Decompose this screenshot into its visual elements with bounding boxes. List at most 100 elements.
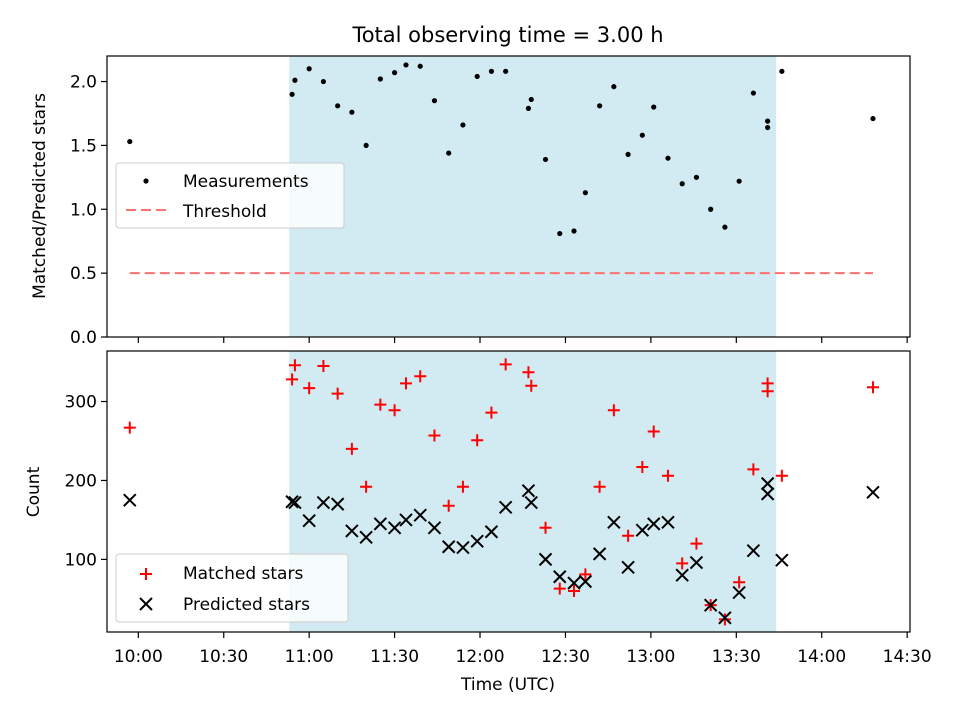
predicted-star-point [498,500,513,514]
matched-star-point [123,421,136,434]
predicted-star-point [441,540,456,554]
matched-star-point [690,537,703,550]
measurement-point [488,68,495,74]
predicted-star-point [399,513,413,527]
measurement-point [446,150,452,156]
predicted-star-point [387,521,402,535]
measurement-point [765,124,771,131]
measurement-point [417,63,423,69]
measurement-point [320,78,327,85]
matched-star-point [718,613,731,626]
measurement-point [750,90,756,96]
predicted-star-point [592,547,607,561]
measurement-point [391,70,398,76]
measurement-point [611,84,617,90]
matched-star-point [733,576,746,589]
predicted-star-point [373,517,388,531]
matched-star-point [593,480,606,493]
measurement-point [625,151,631,157]
figure-title: Total observing time = 3.00 h [351,23,663,47]
predicted-star-point [285,495,299,509]
matched-star-point [374,398,387,411]
x-tick-label: 10:30 [199,647,248,667]
measurement-point [736,178,742,184]
measurement-point [722,224,728,230]
predicted-star-point [359,530,373,544]
top-y-axis-label: Matched/Predicted stars [30,93,50,299]
predicted-star-point [647,517,661,531]
measurement-point [542,156,549,163]
top-plot-frame [106,55,911,338]
measurement-point [679,181,685,187]
predicted-star-point [427,521,442,535]
x-tick-label: 12:00 [456,647,505,667]
legend-matched-marker [140,568,152,580]
predicted-star-point [866,485,880,499]
legend-matched-label: Matched stars [183,564,303,584]
matched-star-point [288,359,301,372]
predicted-star-point [330,497,345,511]
measurement-point [431,98,438,104]
predicted-star-point [703,598,718,612]
matched-star-point [747,463,760,476]
measurement-point [639,132,645,138]
predicted-star-point [524,495,538,510]
measurement-point [571,228,577,234]
legend-threshold-label: Threshold [182,202,267,222]
predicted-star-point [732,585,746,600]
matched-star-point [761,385,774,398]
predicted-star-point [661,515,675,529]
measurement-point [460,122,466,128]
measurement-point [528,96,534,103]
matched-star-point [317,359,330,372]
measurement-point [127,138,133,145]
x-tick-label: 14:00 [797,647,846,667]
predicted-star-point [413,508,427,522]
top-shaded-span [289,56,777,337]
predicted-star-point [521,484,536,498]
y-tick-label: 0.0 [70,328,97,348]
matched-star-point [286,373,299,386]
measurement-point [665,155,671,161]
matched-star-point [553,582,566,595]
bottom-y-axis-label: Count [24,466,44,517]
bottom-plot-frame [106,350,911,633]
x-tick-label: 10:00 [114,647,163,667]
x-tick-label: 13:00 [626,647,675,667]
matched-star-point [303,382,316,395]
matched-star-point [485,406,498,419]
matched-star-point [331,387,344,400]
predicted-star-point [553,570,567,584]
matched-star-point [567,584,580,597]
predicted-star-point [567,576,581,590]
matched-star-point [471,434,484,447]
matched-star-point [622,529,635,542]
predicted-star-point [288,495,302,510]
matched-star-point [456,480,469,493]
measurement-points [127,62,876,237]
measurement-point [349,109,355,115]
measurement-point [708,206,714,212]
top-y-ticks: 0.0 0.5 1.0 1.5 2.0 [70,73,107,348]
top-legend-box [115,162,345,229]
x-tick-label: 11:30 [370,647,419,667]
count-points [123,358,880,626]
measurement-point [597,103,603,109]
matched-star-point [428,429,441,442]
predicted-star-point [746,543,761,558]
legend-predicted-label: Predicted stars [183,595,310,615]
predicted-star-point [470,534,484,548]
y-tick-label: 0.5 [70,264,97,284]
matched-star-point [661,469,674,482]
legend-measurements-label: Measurements [183,172,309,192]
matched-star-point [539,521,552,534]
predicted-star-point [760,487,775,501]
measurement-point [292,77,298,83]
predicted-star-point [578,574,593,589]
measurement-point [335,103,341,109]
y-tick-label: 1.0 [70,200,97,220]
matched-star-point [607,404,620,417]
measurement-point [582,190,588,196]
y-tick-label: 2.0 [70,73,97,93]
top-x-ticks [137,337,908,343]
